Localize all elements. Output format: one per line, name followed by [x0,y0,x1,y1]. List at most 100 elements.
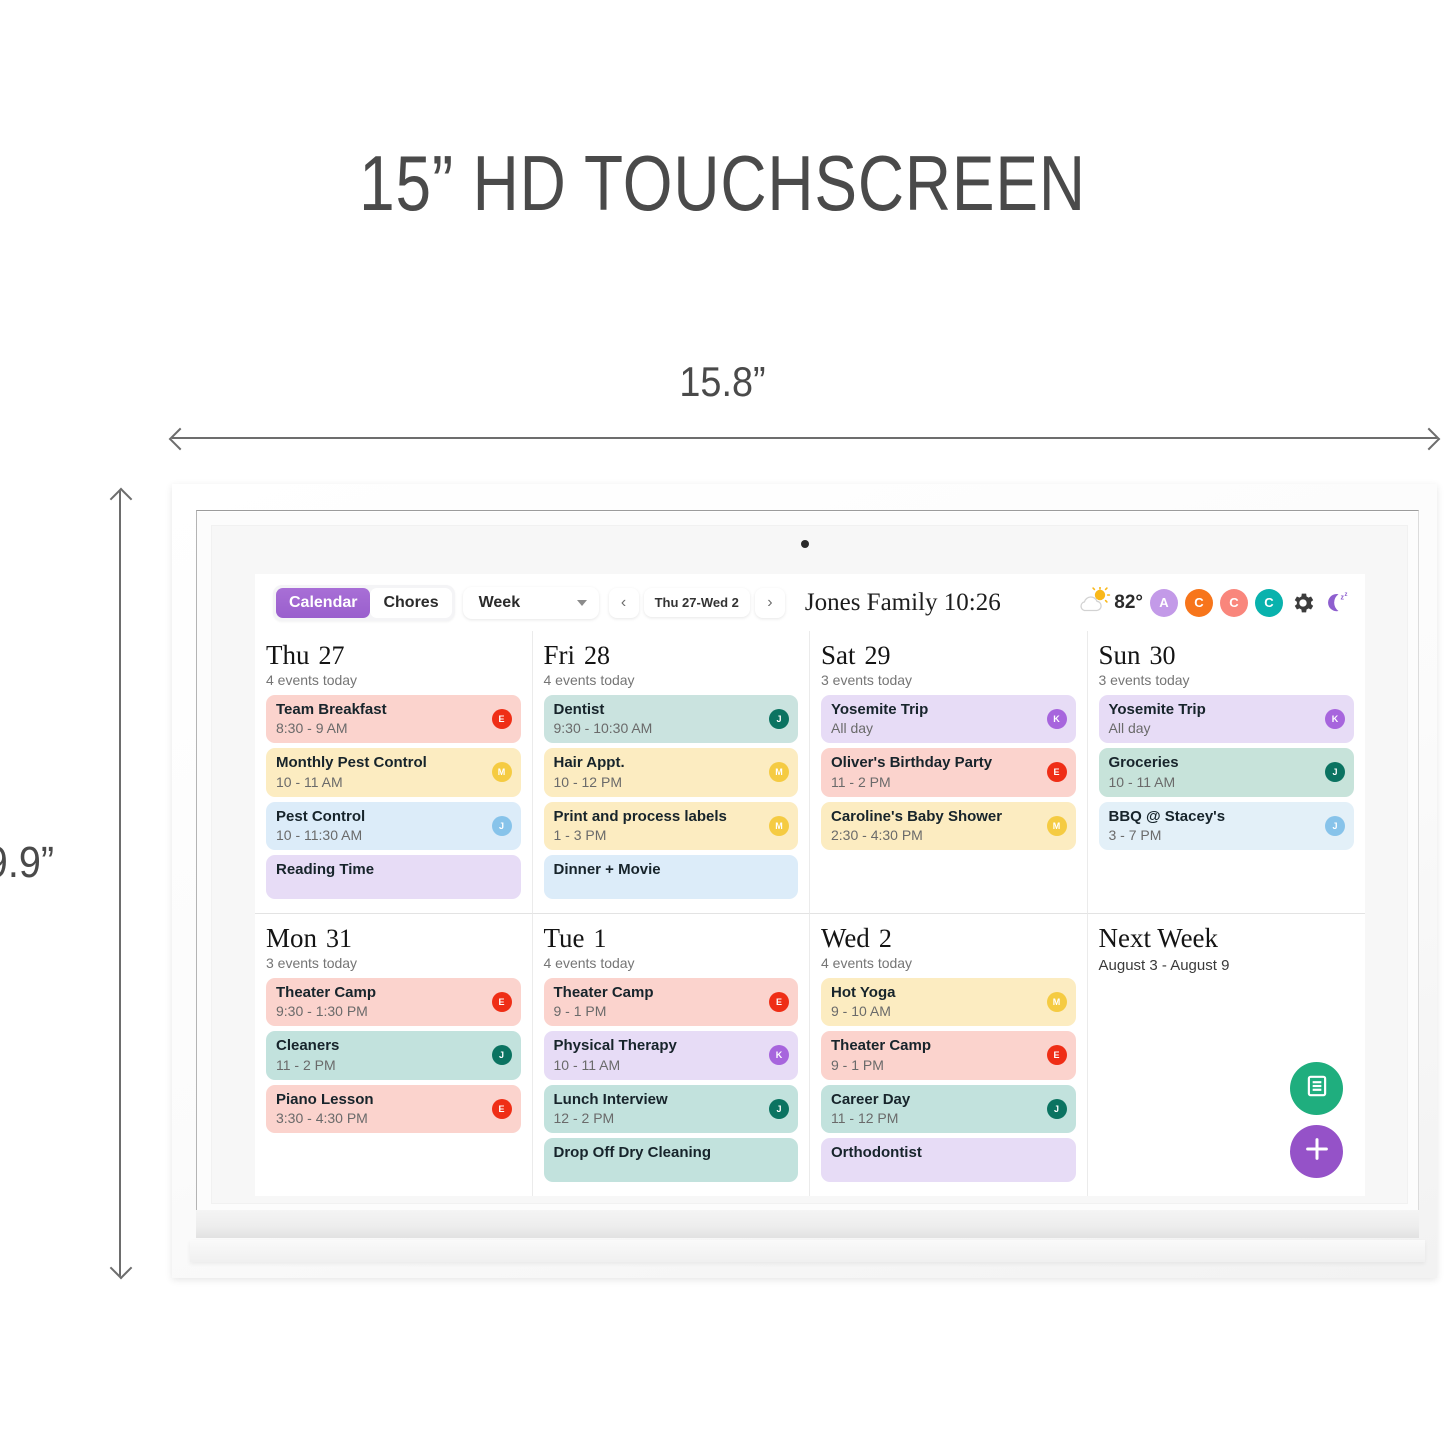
event-title: Theater Camp [276,984,377,1001]
event-card[interactable]: Yosemite Trip All day K [1098,695,1354,744]
gear-icon[interactable] [1290,590,1316,616]
event-owner-badge: J [1325,815,1345,836]
event-time: 3:30 - 4:30 PM [276,1109,368,1126]
event-card[interactable]: Groceries 10 - 11 AM J [1098,748,1354,797]
event-owner-badge: M [491,762,512,783]
view-range-select[interactable]: Week [462,586,599,619]
day-column-thu-27[interactable]: Thu 27 4 events today Team Breakfast 8:3… [255,631,533,914]
event-card[interactable]: Hot Yoga 9 - 10 AM M [821,978,1076,1027]
tab-chores[interactable]: Chores [370,587,452,618]
event-owner-badge: E [1046,1045,1067,1066]
event-owner-badge: E [491,1098,512,1119]
dimension-height-arrow [119,491,121,1276]
svg-text:z: z [1341,594,1345,601]
event-time: 10 - 11 AM [553,1056,621,1073]
event-card[interactable]: Print and process labels 1 - 3 PM M [543,801,798,850]
event-card[interactable]: Lunch Interview 12 - 2 PM J [543,1084,798,1133]
prev-week-button[interactable]: ‹ [608,587,639,618]
day-header: Thu 27 [266,640,521,671]
day-event-count: 3 events today [821,672,913,688]
event-card[interactable]: Pest Control 10 - 11:30 AM J [266,801,521,850]
event-title: Team Breakfast [276,701,387,718]
day-header: Sat 29 [821,640,1076,671]
next-week-title: Next Week [1098,923,1219,953]
next-week-button[interactable]: › [754,587,785,618]
event-card[interactable]: Yosemite Trip All day K [821,695,1076,744]
avatar[interactable]: C [1255,588,1283,617]
event-title: Dinner + Movie [553,860,661,878]
event-card[interactable]: Reading Time [266,854,521,899]
event-card[interactable]: Theater Camp 9:30 - 1:30 PM E [266,978,521,1027]
day-event-count: 4 events today [266,672,358,688]
toolbar-right-cluster: 82° A C C C z z [1077,586,1351,618]
moon-sleep-icon[interactable]: z z [1323,590,1351,616]
day-column-tue-1[interactable]: Tue 1 4 events today Theater Camp 9 - 1 … [532,914,810,1196]
event-time: 10 - 11:30 AM [276,826,363,843]
day-column-fri-28[interactable]: Fri 28 4 events today Dentist 9:30 - 10:… [532,631,810,914]
floating-action-buttons [1290,1062,1343,1178]
next-week-panel[interactable]: Next Week August 3 - August 9 [1087,914,1365,1196]
list-document-fab[interactable] [1290,1062,1343,1115]
event-card[interactable]: Orthodontist [821,1137,1076,1182]
event-title: Oliver's Birthday Party [831,754,993,772]
event-time: 11 - 12 PM [831,1109,899,1126]
event-card[interactable]: Drop Off Dry Cleaning [543,1137,798,1182]
event-card[interactable]: Career Day 11 - 12 PM J [821,1084,1076,1133]
dimension-width-arrow [172,437,1437,439]
event-card[interactable]: Theater Camp 9 - 1 PM E [543,978,798,1027]
event-card[interactable]: Team Breakfast 8:30 - 9 AM E [266,695,521,744]
day-column-sat-29[interactable]: Sat 29 3 events today Yosemite Trip All … [810,631,1088,914]
event-title: Dentist [553,701,605,718]
event-title: Theater Camp [831,1037,932,1055]
event-card[interactable]: Dinner + Movie [543,854,798,899]
event-card[interactable]: BBQ @ Stacey's 3 - 7 PM J [1098,801,1354,850]
event-owner-badge: J [769,1098,789,1119]
day-number: 30 [1149,641,1176,670]
event-time: 10 - 11 AM [1108,773,1176,790]
event-title: Pest Control [276,807,366,825]
avatar[interactable]: C [1220,588,1248,617]
event-owner-badge: J [1325,762,1345,783]
day-header: Fri 28 [544,640,799,671]
event-owner-badge: E [491,992,512,1013]
event-owner-badge: E [769,992,789,1013]
day-header: Tue 1 [544,923,799,954]
event-title: Career Day [831,1090,911,1108]
event-card[interactable]: Hair Appt. 10 - 12 PM M [543,748,798,797]
event-time: 9 - 10 AM [831,1003,891,1020]
avatar[interactable]: C [1185,588,1213,617]
event-card[interactable]: Oliver's Birthday Party 11 - 2 PM E [821,748,1076,797]
avatar[interactable]: A [1150,588,1178,617]
event-card[interactable]: Monthly Pest Control 10 - 11 AM M [266,748,521,797]
weather-widget[interactable]: 82° [1077,586,1143,618]
event-title: Reading Time [276,860,375,878]
day-event-count: 3 events today [1098,672,1190,688]
day-number: 2 [878,924,892,953]
event-title: Print and process labels [553,807,727,825]
event-owner-badge: J [491,815,512,836]
day-event-count: 4 events today [543,955,635,971]
event-owner-badge: K [1325,709,1345,730]
event-card[interactable]: Physical Therapy 10 - 11 AM K [543,1031,798,1080]
device-stand-foot [190,1240,1425,1262]
event-owner-badge: M [1046,992,1067,1013]
event-card[interactable]: Cleaners 11 - 2 PM J [266,1031,521,1080]
day-column-wed-2[interactable]: Wed 2 4 events today Hot Yoga 9 - 10 AM … [810,914,1088,1196]
event-title: Hair Appt. [553,754,625,772]
add-event-fab[interactable] [1290,1125,1343,1178]
tab-calendar[interactable]: Calendar [276,587,371,618]
event-time: 12 - 2 PM [553,1109,615,1126]
day-column-mon-31[interactable]: Mon 31 3 events today Theater Camp 9:30 … [255,914,533,1196]
day-number: 27 [318,641,345,670]
day-name: Sun [1098,640,1141,670]
event-time: 1 - 3 PM [553,826,607,843]
event-card[interactable]: Theater Camp 9 - 1 PM E [821,1031,1076,1080]
event-title: Piano Lesson [276,1090,374,1108]
date-range-chip[interactable]: Thu 27-Wed 2 [643,588,750,617]
day-column-sun-30[interactable]: Sun 30 3 events today Yosemite Trip All … [1087,631,1365,914]
event-card[interactable]: Dentist 9:30 - 10:30 AM J [543,695,798,744]
event-card[interactable]: Caroline's Baby Shower 2:30 - 4:30 PM M [821,801,1076,850]
event-title: Groceries [1108,754,1179,772]
event-card[interactable]: Piano Lesson 3:30 - 4:30 PM E [266,1084,521,1133]
app-toolbar: Calendar Chores Week ‹ Thu 27-Wed 2 › Jo… [255,574,1365,631]
